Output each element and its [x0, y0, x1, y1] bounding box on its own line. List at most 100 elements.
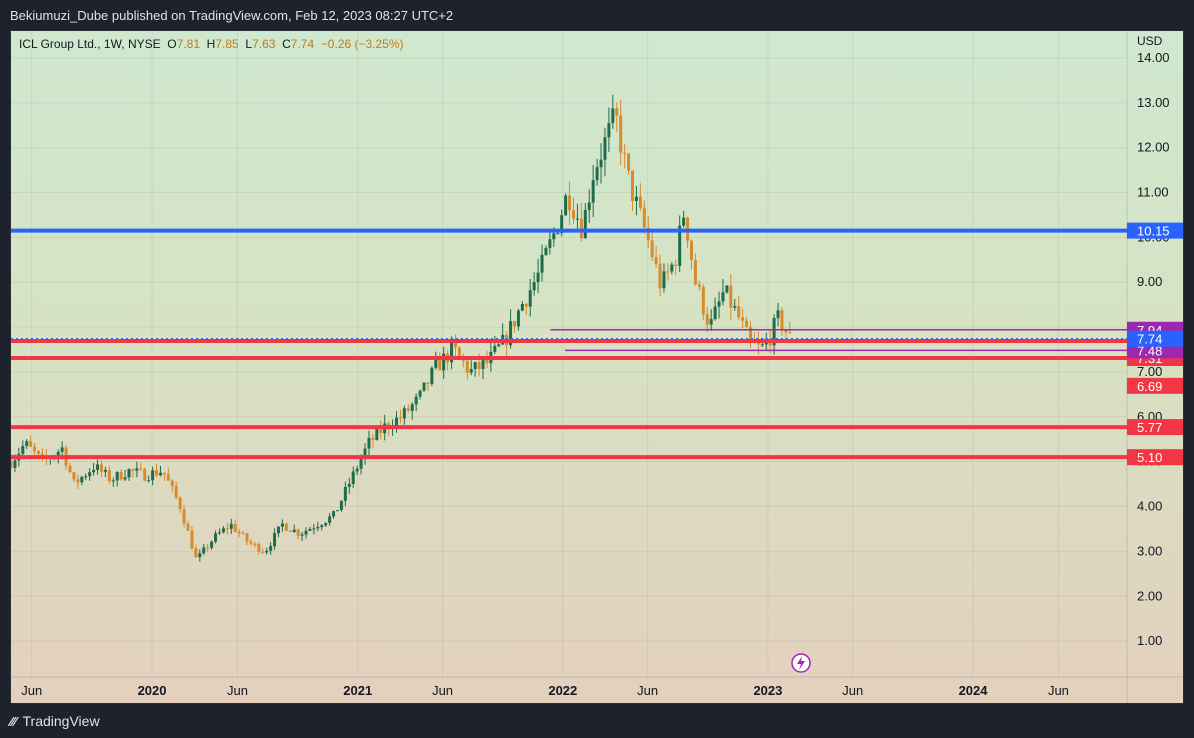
candle-body	[469, 369, 473, 373]
candle-body	[575, 218, 579, 220]
x-tick-label: 2023	[753, 683, 782, 698]
candle-body	[37, 451, 41, 454]
candle-body	[33, 446, 37, 452]
candle-body	[320, 525, 324, 528]
price-label-7.74: 7.74	[1137, 332, 1162, 347]
low-label: L	[245, 37, 253, 51]
candle-body	[103, 469, 107, 472]
candle-body	[603, 137, 607, 160]
candle-body	[347, 483, 351, 487]
candle-body	[60, 447, 64, 452]
candle-body	[406, 408, 410, 411]
candle-body	[662, 271, 666, 289]
chart-pane[interactable]: 1.002.003.004.005.006.007.008.009.0010.0…	[10, 30, 1184, 704]
candle-body	[25, 441, 29, 447]
candle-body	[119, 471, 123, 480]
price-label-5.10: 5.10	[1137, 450, 1162, 465]
price-label-10.15: 10.15	[1137, 224, 1170, 239]
candle-body	[68, 465, 72, 473]
candle-body	[548, 239, 552, 249]
candle-body	[682, 217, 686, 226]
price-label-bg-7.74	[1127, 330, 1183, 347]
candle-body	[587, 202, 591, 211]
lightning-icon[interactable]	[791, 653, 811, 673]
candle-body	[638, 196, 642, 208]
candle-body	[92, 469, 96, 473]
candle-body	[225, 528, 229, 530]
candle-body	[99, 464, 103, 472]
candle-body	[284, 523, 288, 531]
candle-body	[493, 345, 497, 352]
candle-body	[237, 531, 241, 534]
candle-body	[273, 533, 277, 547]
candle-body	[729, 285, 733, 308]
candle-body	[257, 543, 261, 552]
candle-body	[579, 218, 583, 239]
candle-body	[245, 533, 249, 542]
candle-body	[355, 468, 359, 472]
candle-body	[646, 227, 650, 241]
candle-body	[131, 469, 135, 471]
candle-body	[40, 453, 44, 457]
change-value: −0.26 (−3.25%)	[320, 37, 404, 51]
candle-body	[450, 342, 454, 363]
candle-body	[217, 532, 221, 534]
candle-body	[379, 428, 383, 434]
candle-body	[760, 344, 764, 346]
candle-body	[308, 528, 312, 531]
publish-info: Bekiumuzi_Dube published on TradingView.…	[10, 8, 454, 23]
candle-body	[115, 471, 119, 481]
candle-body	[560, 215, 564, 234]
high-label: H	[206, 37, 216, 51]
candle-body	[430, 367, 434, 384]
candle-body	[76, 479, 80, 483]
candle-body	[690, 240, 694, 261]
candle-body	[292, 529, 296, 532]
price-label-6.69: 6.69	[1137, 379, 1162, 394]
close-value: 7.74	[290, 37, 315, 51]
candle-body	[540, 254, 544, 273]
candle-body	[595, 167, 599, 181]
candle-body	[398, 417, 402, 419]
candle-body	[332, 511, 336, 517]
candle-body	[627, 153, 631, 171]
candle-body	[11, 461, 13, 468]
open-value: 7.81	[176, 37, 200, 51]
candle-body	[56, 451, 60, 456]
candle-body	[634, 196, 638, 201]
candle-body	[233, 523, 237, 532]
candle-body	[756, 343, 760, 345]
y-tick-label: 1.00	[1137, 633, 1162, 648]
candle-body	[697, 284, 701, 287]
candle-body	[741, 317, 745, 321]
tradingview-brand[interactable]: ⁄⁄⁄ TradingView	[10, 713, 100, 729]
candle-body	[532, 282, 536, 291]
candle-body	[709, 319, 713, 325]
candle-body	[477, 362, 481, 369]
x-tick-label: Jun	[21, 683, 42, 698]
candle-body	[749, 327, 753, 341]
candle-body	[343, 486, 347, 501]
y-tick-label: 3.00	[1137, 543, 1162, 558]
candle-body	[166, 474, 170, 481]
candle-body	[229, 523, 233, 529]
symbol-legend: ICL Group Ltd., 1W, NYSE O7.81 H7.85 L7.…	[19, 37, 404, 51]
price-chart[interactable]: 1.002.003.004.005.006.007.008.009.0010.0…	[11, 31, 1183, 703]
candle-body	[678, 225, 682, 266]
candle-body	[552, 233, 556, 240]
candle-body	[536, 272, 540, 283]
candle-body	[410, 404, 414, 411]
candle-body	[583, 210, 587, 239]
candle-body	[615, 108, 619, 116]
low-value: 7.63	[252, 37, 276, 51]
price-label-bg-6.69	[1127, 377, 1183, 394]
candle-body	[221, 528, 225, 533]
candle-body	[509, 321, 513, 346]
candle-body	[520, 304, 524, 311]
candle-body	[737, 306, 741, 318]
candle-body	[394, 417, 398, 428]
candle-body	[182, 509, 186, 524]
candle-body	[568, 195, 572, 211]
candle-body	[654, 257, 658, 264]
candle-body	[630, 170, 634, 201]
